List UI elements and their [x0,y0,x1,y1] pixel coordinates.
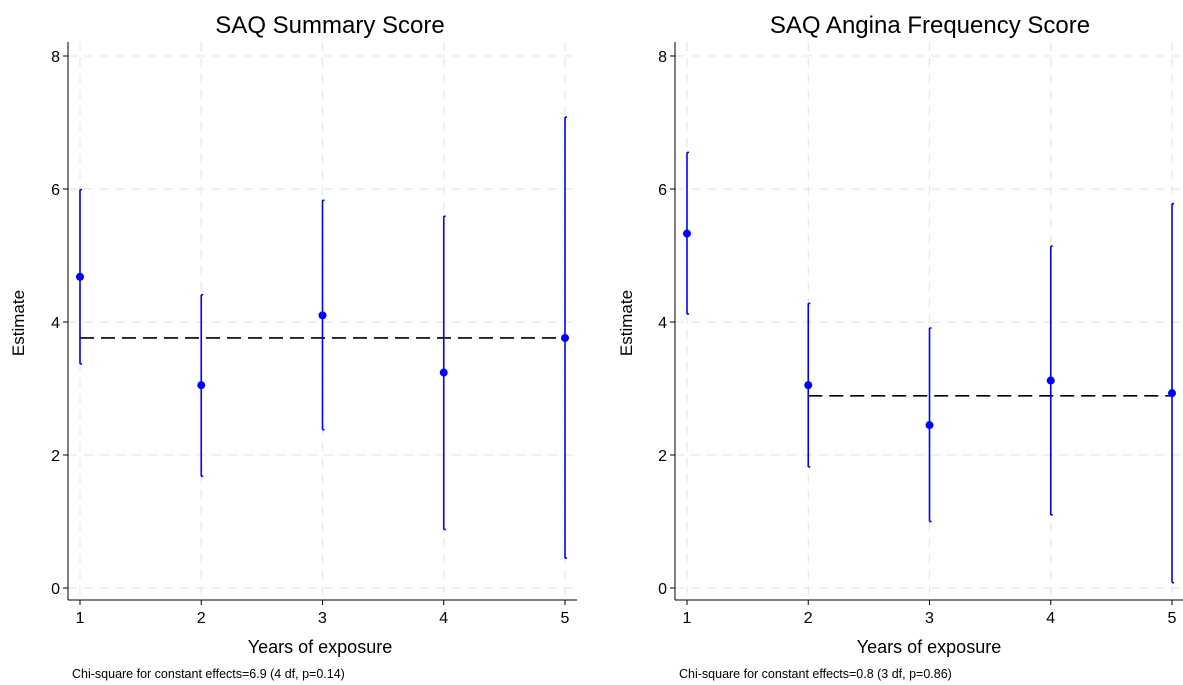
chart-panel-1: 0 2 4 6 8 1 2 3 4 5 SAQ Summary Score Estimate Years… [9,12,577,681]
data-point-group [1168,202,1176,584]
y-tick-label: 2 [658,448,667,465]
data-point [197,381,206,390]
data-point [925,421,934,430]
y-tick-label: 8 [51,49,60,66]
x-tick-label: 5 [561,610,570,627]
data-point-group [804,302,813,468]
data-point-group [561,116,569,559]
x-axis-label: Years of exposure [248,637,392,657]
y-tick-label: 2 [51,448,60,465]
y-tick-label: 0 [51,581,60,598]
data-point [561,333,569,342]
x-tick-label: 3 [318,610,327,627]
x-tick-label: 4 [439,610,448,627]
y-tick-label: 4 [658,315,667,332]
y-tick-label: 6 [658,182,667,199]
data-point [1168,389,1176,398]
data-point-group [76,188,84,365]
x-tick-label: 3 [925,610,934,627]
x-tick-label: 4 [1046,610,1055,627]
data-point-group [197,293,206,478]
data-point-group [683,151,691,315]
data-point [804,381,813,390]
data-point-group [925,327,934,523]
data-point-group [439,215,448,531]
data-point [683,229,691,238]
x-tick-label: 1 [76,610,85,627]
x-tick-label: 1 [683,610,692,627]
x-tick-label: 2 [197,610,206,627]
chart-note: Chi-square for constant effects=6.9 (4 d… [72,667,345,681]
y-tick-label: 8 [658,49,667,66]
y-axis-label: Estimate [9,290,28,356]
data-point [76,272,84,281]
y-tick-label: 0 [658,581,667,598]
y-axis-label: Estimate [617,290,636,356]
x-tick-label: 2 [804,610,813,627]
chart-note: Chi-square for constant effects=0.8 (3 d… [679,667,952,681]
data-point [1046,376,1055,385]
chart-title: SAQ Angina Frequency Score [770,12,1090,39]
y-tick-label: 6 [51,182,60,199]
x-axis-label: Years of exposure [857,637,1001,657]
data-point [439,368,448,377]
data-point [318,311,327,320]
data-point-group [1046,245,1055,516]
y-tick-label: 4 [51,315,60,332]
chart-title: SAQ Summary Score [215,12,444,39]
chart-panel-2: 0 2 4 6 8 1 2 3 4 5 SAQ Angina Frequency Score Esti… [617,12,1183,681]
data-point-group [318,199,327,431]
x-tick-label: 5 [1168,610,1177,627]
